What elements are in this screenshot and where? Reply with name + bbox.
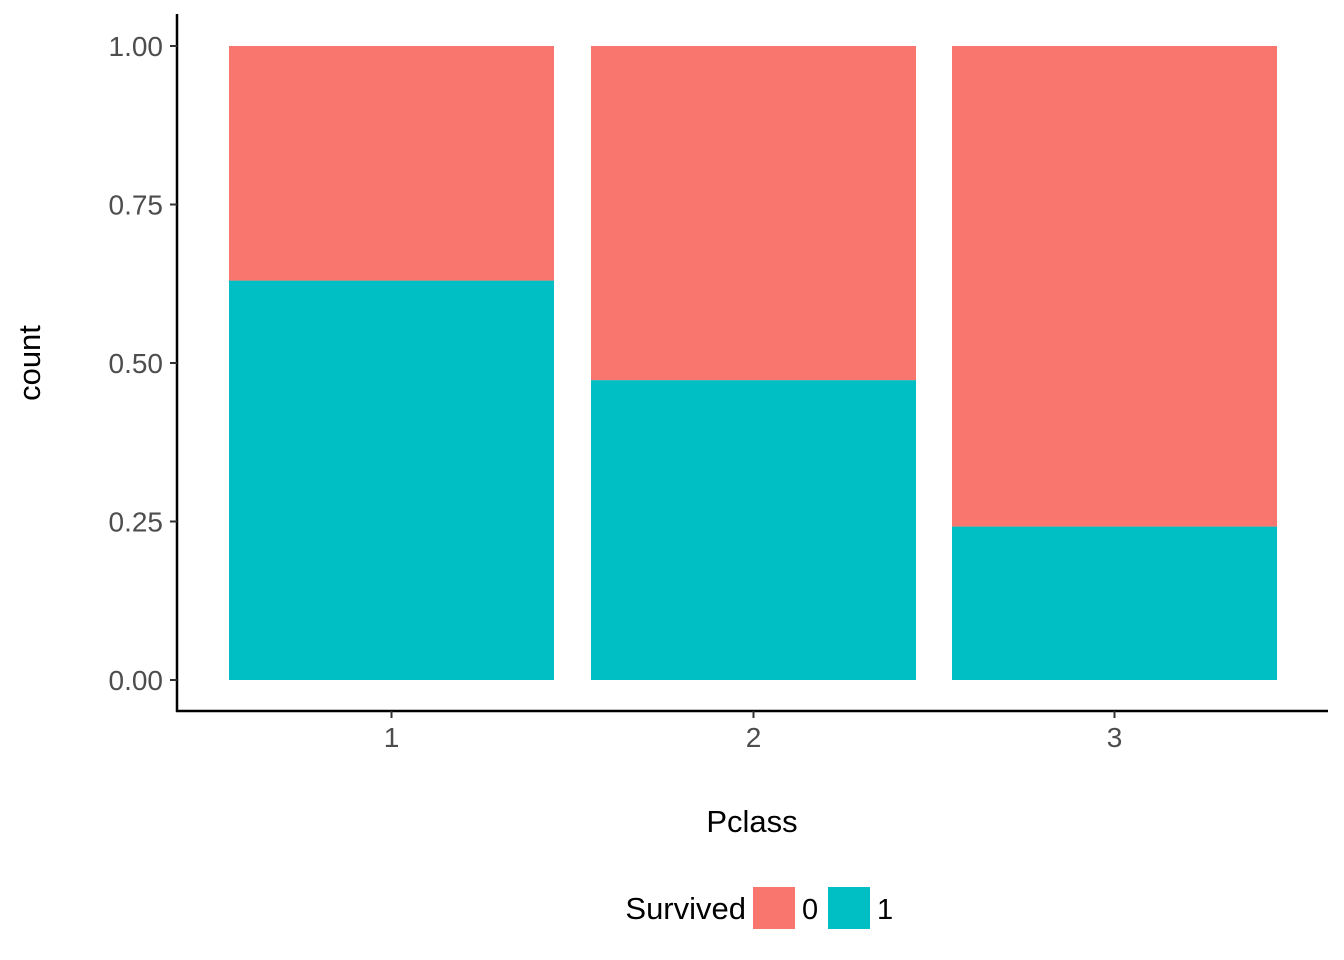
bar-pclass-3-survived-0 — [952, 46, 1277, 527]
y-tick-label: 0.75 — [109, 190, 164, 221]
legend-swatch-1 — [828, 887, 870, 929]
bars-group — [229, 46, 1277, 680]
y-tick-label: 0.00 — [109, 665, 164, 696]
x-axis-title: Pclass — [706, 804, 797, 839]
y-tick-label: 1.00 — [109, 31, 164, 62]
y-tick-label: 0.25 — [109, 507, 164, 538]
y-ticks-group: 0.00 0.25 0.50 0.75 1.00 — [109, 31, 177, 696]
legend-label-0: 0 — [802, 894, 818, 926]
legend-title: Survived — [625, 891, 746, 926]
bar-pclass-2-survived-0 — [591, 46, 916, 381]
bar-pclass-3-survived-1 — [952, 526, 1277, 680]
legend: Survived 0 1 — [625, 887, 893, 929]
legend-label-1: 1 — [877, 894, 893, 926]
legend-swatch-0 — [753, 887, 795, 929]
bar-pclass-2-survived-1 — [591, 380, 916, 680]
x-ticks-group: 1 2 3 — [384, 711, 1123, 753]
y-axis-title: count — [12, 325, 47, 401]
bar-pclass-1-survived-0 — [229, 46, 554, 281]
x-tick-label: 1 — [384, 722, 400, 753]
x-tick-label: 3 — [1107, 722, 1123, 753]
bar-pclass-1-survived-1 — [229, 280, 554, 680]
y-tick-label: 0.50 — [109, 348, 164, 379]
x-tick-label: 2 — [746, 722, 762, 753]
